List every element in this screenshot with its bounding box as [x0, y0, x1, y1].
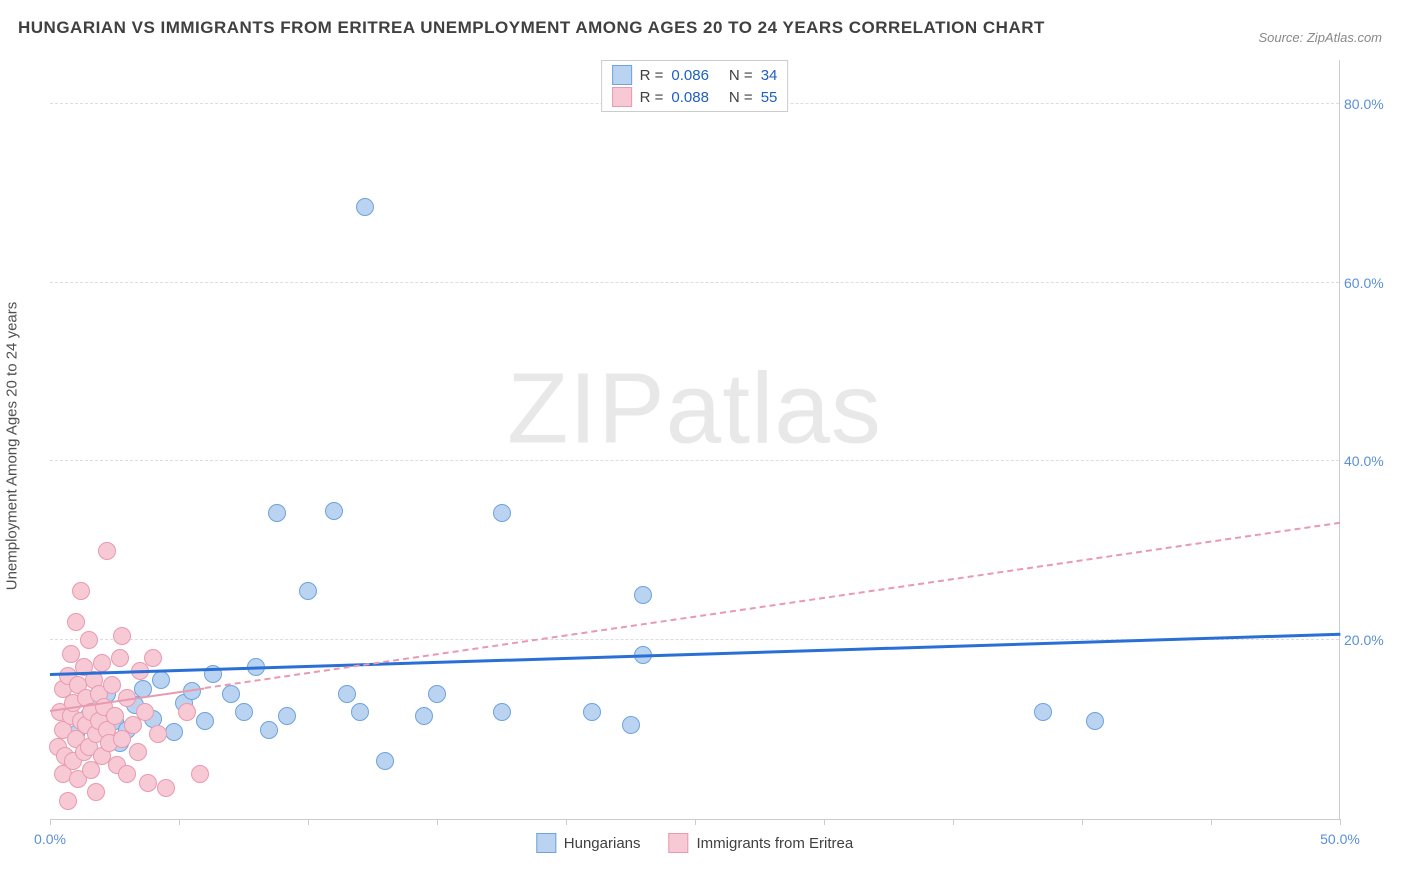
scatter-point [144, 649, 162, 667]
scatter-point [415, 707, 433, 725]
scatter-point [124, 716, 142, 734]
x-tick [695, 819, 696, 825]
x-tick [824, 819, 825, 825]
series-legend: Hungarians Immigrants from Eritrea [536, 833, 853, 853]
scatter-point [178, 703, 196, 721]
legend-r-value: 0.088 [671, 89, 709, 106]
scatter-point [338, 685, 356, 703]
y-axis-label: Unemployment Among Ages 20 to 24 years [4, 302, 21, 591]
scatter-point [80, 631, 98, 649]
legend-r-label: R = [640, 67, 664, 84]
legend-r-value: 0.086 [671, 67, 709, 84]
x-tick [50, 819, 51, 825]
scatter-point [87, 783, 105, 801]
trend-line [205, 522, 1340, 689]
scatter-point [268, 504, 286, 522]
x-tick [308, 819, 309, 825]
x-tick [437, 819, 438, 825]
x-tick [953, 819, 954, 825]
legend-swatch [612, 65, 632, 85]
scatter-point [103, 676, 121, 694]
legend-row: R = 0.088 N = 55 [612, 87, 778, 107]
legend-item: Hungarians [536, 833, 641, 853]
scatter-point [118, 765, 136, 783]
scatter-point [222, 685, 240, 703]
scatter-point [325, 502, 343, 520]
scatter-point [152, 671, 170, 689]
scatter-point [196, 712, 214, 730]
legend-swatch [669, 833, 689, 853]
legend-swatch [612, 87, 632, 107]
x-tick [566, 819, 567, 825]
scatter-point [634, 586, 652, 604]
scatter-point [165, 723, 183, 741]
scatter-point [356, 198, 374, 216]
x-tick-label: 0.0% [34, 831, 66, 847]
scatter-point [299, 582, 317, 600]
scatter-point [376, 752, 394, 770]
chart-title: HUNGARIAN VS IMMIGRANTS FROM ERITREA UNE… [18, 18, 1045, 38]
correlation-legend: R = 0.086 N = 34 R = 0.088 N = 55 [601, 60, 789, 112]
x-tick [1211, 819, 1212, 825]
source-attribution: Source: ZipAtlas.com [1258, 30, 1382, 45]
scatter-point [428, 685, 446, 703]
scatter-point [67, 613, 85, 631]
legend-item: Immigrants from Eritrea [669, 833, 854, 853]
scatter-point [278, 707, 296, 725]
scatter-point [139, 774, 157, 792]
scatter-point [260, 721, 278, 739]
gridline [50, 282, 1339, 283]
scatter-point [59, 792, 77, 810]
scatter-point [157, 779, 175, 797]
x-tick-label: 50.0% [1320, 831, 1360, 847]
legend-n-label: N = [729, 67, 753, 84]
y-tick-label: 60.0% [1344, 275, 1394, 291]
x-tick [1082, 819, 1083, 825]
scatter-point [583, 703, 601, 721]
scatter-point [351, 703, 369, 721]
plot-area: ZIPatlas R = 0.086N = 34R = 0.088N = 55 … [50, 60, 1340, 820]
scatter-point [1034, 703, 1052, 721]
scatter-point [129, 743, 147, 761]
scatter-point [191, 765, 209, 783]
scatter-point [113, 627, 131, 645]
x-tick [1340, 819, 1341, 825]
scatter-point [1086, 712, 1104, 730]
y-tick-label: 40.0% [1344, 453, 1394, 469]
legend-label: Immigrants from Eritrea [697, 835, 854, 852]
scatter-point [106, 707, 124, 725]
scatter-point [622, 716, 640, 734]
scatter-point [235, 703, 253, 721]
legend-swatch [536, 833, 556, 853]
legend-r-label: R = [640, 89, 664, 106]
scatter-point [493, 504, 511, 522]
y-tick-label: 20.0% [1344, 632, 1394, 648]
legend-n-label: N = [729, 89, 753, 106]
scatter-point [111, 649, 129, 667]
scatter-point [93, 654, 111, 672]
x-tick [179, 819, 180, 825]
scatter-point [136, 703, 154, 721]
watermark: ZIPatlas [507, 352, 882, 467]
gridline [50, 460, 1339, 461]
scatter-point [98, 542, 116, 560]
legend-n-value: 34 [761, 67, 778, 84]
y-tick-label: 80.0% [1344, 96, 1394, 112]
scatter-point [493, 703, 511, 721]
legend-label: Hungarians [564, 835, 641, 852]
scatter-point [72, 582, 90, 600]
scatter-point [149, 725, 167, 743]
legend-n-value: 55 [761, 89, 778, 106]
legend-row: R = 0.086 N = 34 [612, 65, 778, 85]
